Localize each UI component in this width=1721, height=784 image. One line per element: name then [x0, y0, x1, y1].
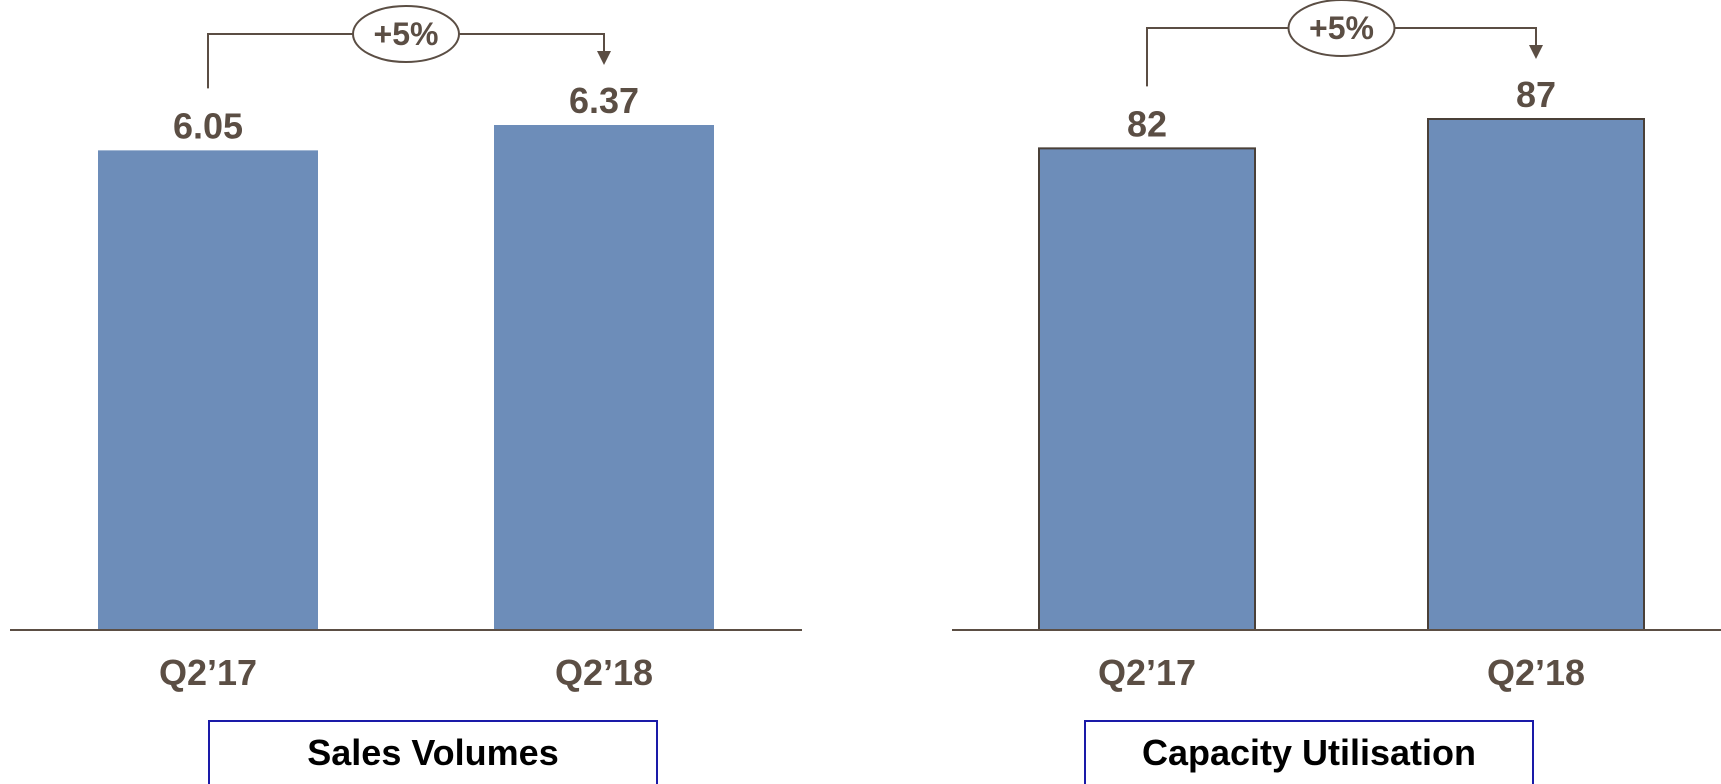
data-label: 6.37 — [569, 80, 639, 121]
chart-title-box-capacity: Capacity Utilisation — [1084, 720, 1534, 784]
data-label: 6.05 — [173, 105, 243, 146]
chart-title-box-sales: Sales Volumes — [208, 720, 658, 784]
data-label: 87 — [1516, 74, 1556, 115]
x-tick-label: Q2’18 — [1487, 652, 1585, 693]
data-label: 82 — [1127, 103, 1167, 144]
x-tick-label: Q2’17 — [159, 652, 257, 693]
bar — [1427, 118, 1645, 631]
change-label: +5% — [374, 16, 439, 52]
change-arrow-head — [597, 51, 611, 65]
bar — [494, 125, 714, 630]
chart-title-capacity: Capacity Utilisation — [1141, 732, 1477, 773]
change-label: +5% — [1309, 10, 1374, 46]
change-arrow-head — [1529, 45, 1543, 59]
change-ellipse — [352, 5, 460, 63]
chart-title-sales: Sales Volumes — [307, 732, 559, 773]
bar — [1038, 147, 1256, 631]
x-tick-label: Q2’18 — [555, 652, 653, 693]
change-ellipse — [1287, 0, 1396, 57]
x-tick-label: Q2’17 — [1098, 652, 1196, 693]
bar — [98, 150, 318, 631]
